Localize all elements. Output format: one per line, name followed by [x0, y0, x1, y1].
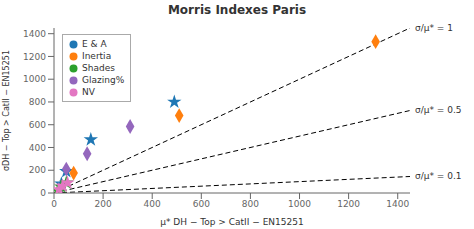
- svg-text:1200: 1200: [337, 199, 360, 209]
- svg-text:200: 200: [95, 199, 112, 209]
- svg-text:μ* DH − Top > CatII − EN15251: μ* DH − Top > CatII − EN15251: [160, 217, 303, 227]
- svg-text:1400: 1400: [23, 29, 46, 39]
- svg-text:σ/μ* = 0.5: σ/μ* = 0.5: [415, 105, 462, 115]
- svg-text:1000: 1000: [23, 74, 46, 84]
- svg-text:0: 0: [40, 188, 46, 198]
- svg-text:1000: 1000: [288, 199, 311, 209]
- svg-text:1200: 1200: [23, 52, 46, 62]
- svg-text:σ/μ* = 0.1: σ/μ* = 0.1: [415, 171, 462, 181]
- html-text:Shades: Shades: [82, 63, 115, 73]
- svg-text:600: 600: [193, 199, 210, 209]
- svg-text:600: 600: [29, 120, 46, 130]
- html-text:NV: NV: [82, 87, 95, 97]
- svg-text:800: 800: [242, 199, 259, 209]
- html-text:E & A: E & A: [82, 39, 107, 49]
- svg-text:400: 400: [29, 143, 46, 153]
- html-text:Morris Indexes Paris: Morris Indexes Paris: [167, 3, 307, 17]
- html-text:Inertia: Inertia: [82, 51, 112, 61]
- svg-text:0: 0: [51, 199, 57, 209]
- svg-text:1400: 1400: [386, 199, 409, 209]
- svg-text:200: 200: [29, 165, 46, 175]
- svg-text:σDH − Top > CatII − EN15251: σDH − Top > CatII − EN15251: [8, 50, 11, 171]
- html-text:Glazing%: Glazing%: [82, 75, 125, 85]
- svg-text:σ/μ* = 1: σ/μ* = 1: [415, 23, 453, 33]
- svg-text:800: 800: [29, 97, 46, 107]
- svg-text:400: 400: [144, 199, 161, 209]
